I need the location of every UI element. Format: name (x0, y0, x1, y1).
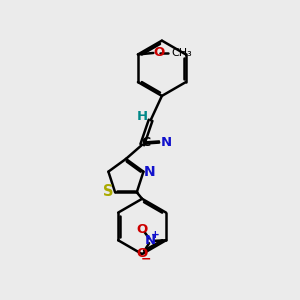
Text: CH₃: CH₃ (171, 48, 192, 58)
Text: +: + (150, 230, 159, 241)
Text: N: N (144, 165, 155, 179)
Text: O: O (154, 46, 165, 59)
Text: N: N (161, 136, 172, 149)
Text: N: N (145, 234, 156, 247)
Text: S: S (103, 184, 114, 199)
Text: O: O (136, 247, 148, 260)
Text: C: C (142, 136, 151, 149)
Text: O: O (136, 223, 148, 236)
Text: H: H (137, 110, 148, 123)
Text: −: − (141, 252, 151, 265)
